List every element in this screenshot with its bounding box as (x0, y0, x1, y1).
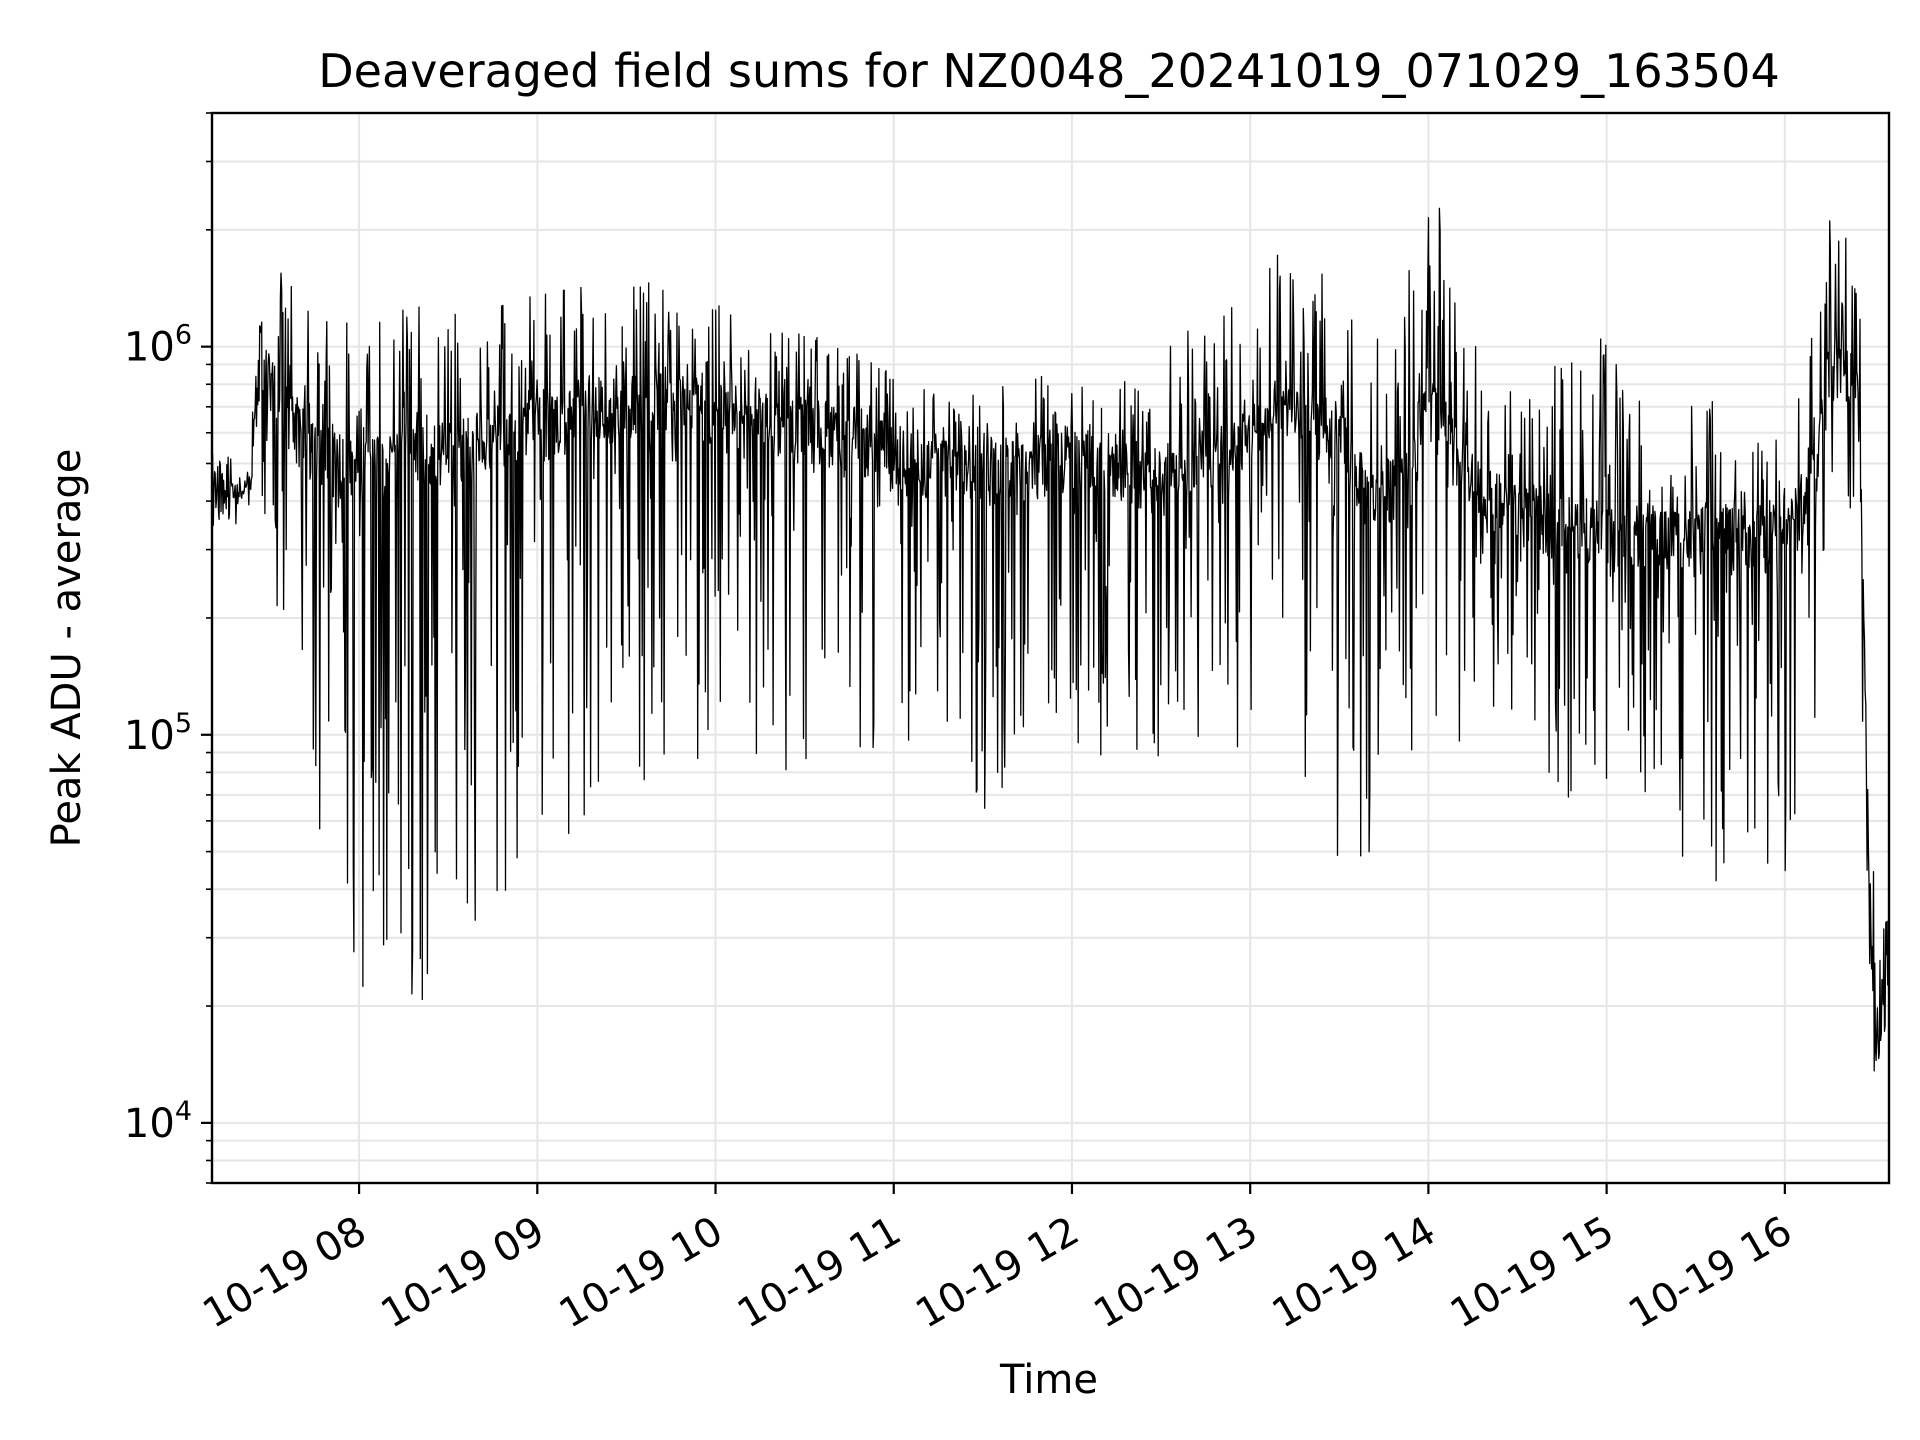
x-axis: 10-19 08 10-19 09 10-19 10 10-19 11 10-19 12… (195, 1183, 1800, 1338)
y-axis: 104 105 106 (124, 112, 212, 1184)
chart-title: Deaveraged field sums for NZ0048_2024101… (318, 44, 1779, 98)
x-tick-label: 10-19 15 (1443, 1208, 1622, 1338)
x-tick-label: 10-19 10 (552, 1208, 731, 1338)
x-tick-label: 10-19 11 (730, 1208, 909, 1338)
x-tick-label: 10-19 13 (1086, 1208, 1265, 1338)
x-tick-label: 10-19 08 (195, 1208, 374, 1338)
grid (212, 112, 1889, 1184)
plot-area (211, 207, 1890, 1072)
plot-frame (210, 111, 1891, 1185)
x-tick-label: 10-19 16 (1621, 1208, 1800, 1338)
y-tick-label: 105 (124, 708, 192, 759)
x-axis-label: Time (999, 1357, 1098, 1403)
y-tick-label: 104 (124, 1096, 192, 1147)
y-axis-label: Peak ADU - average (44, 449, 90, 848)
series-line (211, 207, 1890, 1072)
x-tick-label: 10-19 12 (908, 1208, 1087, 1338)
x-tick-label: 10-19 09 (374, 1208, 553, 1338)
x-tick-label: 10-19 14 (1265, 1208, 1444, 1338)
y-tick-label: 106 (124, 320, 192, 371)
